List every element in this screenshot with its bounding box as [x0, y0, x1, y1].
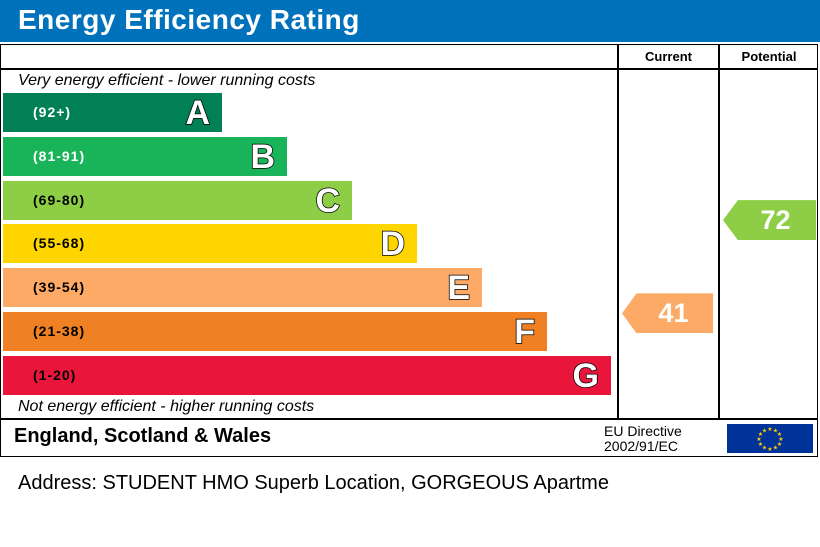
potential-rating-arrow-value: 72	[760, 205, 791, 236]
footer-divider	[0, 418, 818, 420]
band-a-letter: A	[185, 93, 211, 133]
eu-directive: EU Directive 2002/91/EC	[604, 424, 682, 454]
band-f: (21-38) F	[3, 312, 547, 352]
band-g-range: (1-20)	[33, 366, 77, 383]
band-b-range: (81-91)	[33, 147, 86, 164]
eu-star-icon: ★	[767, 426, 772, 433]
eu-star-icon: ★	[758, 441, 763, 448]
eu-star-icon: ★	[756, 436, 761, 443]
eu-star-icon: ★	[773, 427, 778, 434]
eu-star-icon: ★	[773, 445, 778, 452]
band-g-letter: G	[572, 356, 600, 396]
current-column-header: Current	[645, 49, 692, 64]
band-b-letter: B	[250, 137, 276, 177]
eu-star-icon: ★	[777, 431, 782, 438]
band-f-letter: F	[513, 312, 535, 352]
header-divider	[0, 68, 818, 70]
title-bar: Energy Efficiency Rating	[0, 0, 820, 42]
eu-directive-line2: 2002/91/EC	[604, 438, 678, 454]
top-caption: Very energy efficient - lower running co…	[18, 72, 316, 89]
band-e-letter: E	[447, 268, 471, 308]
bottom-caption: Not energy efficient - higher running co…	[18, 398, 315, 415]
band-d-range: (55-68)	[33, 235, 86, 252]
chart-title: Energy Efficiency Rating	[18, 4, 360, 35]
address-text: Address: STUDENT HMO Superb Location, GO…	[18, 472, 609, 494]
eu-star-icon: ★	[758, 431, 763, 438]
eu-star-icon: ★	[767, 446, 772, 453]
eu-star-icon: ★	[762, 445, 767, 452]
current-column-divider	[617, 44, 619, 419]
band-d: (55-68) D	[3, 224, 417, 265]
band-e: (39-54) E	[3, 268, 482, 308]
band-c-letter: C	[315, 181, 341, 221]
band-d-letter: D	[380, 225, 406, 265]
potential-rating-arrow: 72	[723, 200, 816, 241]
chart-frame	[0, 44, 818, 457]
band-b: (81-91) B	[3, 136, 287, 177]
band-e-range: (39-54)	[33, 279, 86, 296]
band-a-range: (92+)	[33, 104, 72, 120]
eu-star-icon: ★	[778, 436, 783, 443]
current-rating-arrow-value: 41	[658, 298, 689, 329]
eu-star-icon: ★	[762, 427, 767, 434]
band-c: (69-80) C	[3, 180, 352, 221]
potential-column-header: Potential	[741, 49, 797, 64]
current-rating-arrow: 41	[622, 293, 713, 334]
band-a: (92+) A	[3, 93, 222, 133]
band-c-range: (69-80)	[33, 191, 86, 208]
eu-flag-icon: ★ ★ ★ ★ ★ ★ ★ ★ ★ ★ ★ ★	[727, 424, 813, 453]
potential-column-divider	[718, 44, 720, 419]
eu-star-icon: ★	[777, 441, 782, 448]
band-g: (1-20) G	[3, 355, 611, 396]
region-label: England, Scotland & Wales	[14, 425, 272, 447]
band-f-range: (21-38)	[33, 323, 86, 339]
eu-directive-line1: EU Directive	[604, 423, 682, 439]
